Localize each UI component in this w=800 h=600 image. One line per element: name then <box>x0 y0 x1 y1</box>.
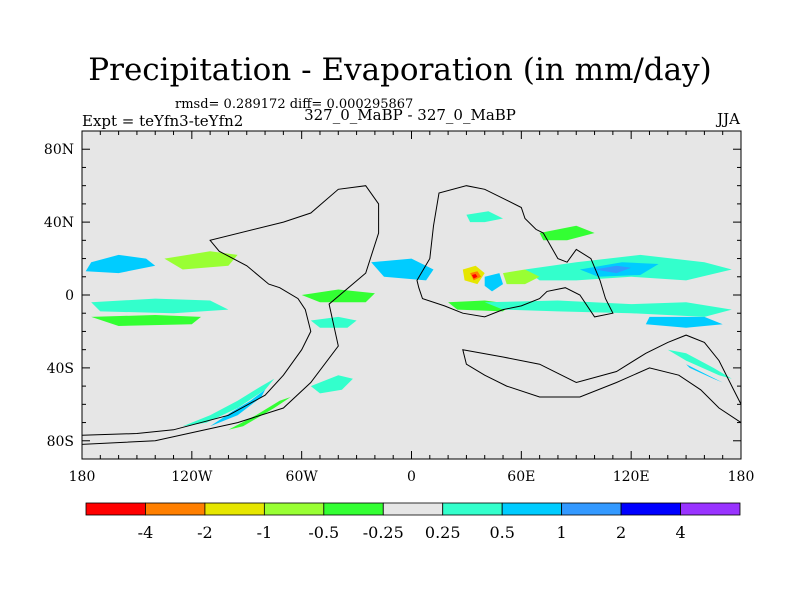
contour-band-south-arc-2 <box>210 389 266 427</box>
colorbar-label: 4 <box>675 523 685 542</box>
y-tick-label: 40N <box>44 215 74 231</box>
colorbar-label: -2 <box>197 523 213 542</box>
colorbar-label: 2 <box>616 523 626 542</box>
colorbar: -4 -2 -1 -0.5 -0.25 0.25 0.5 1 2 4 <box>85 502 741 542</box>
colorbar-swatch <box>680 502 741 516</box>
plot-area <box>81 131 742 459</box>
x-tick-label: 120E <box>613 469 650 485</box>
colorbar-swatch <box>323 502 384 516</box>
stats-line: rmsd= 0.289172 diff= 0.000295867 <box>175 97 414 112</box>
contour-band-central-cyan <box>310 316 357 328</box>
colorbar-label: 1 <box>557 523 567 542</box>
plot-background <box>82 131 741 459</box>
x-tick-label: 60W <box>286 469 319 485</box>
land-boundary-eurasia <box>416 185 614 318</box>
contour-band-central-blue <box>371 258 434 281</box>
x-tick-label: 180 <box>728 469 755 485</box>
x-tick-label: 60E <box>507 469 535 485</box>
colorbar-label: -4 <box>138 523 154 542</box>
colorbar-swatch <box>620 502 681 516</box>
experiment-names: 327_0_MaBP - 327_0_MaBP <box>304 106 516 124</box>
colorbar-swatch <box>382 502 444 516</box>
x-tick-label: 180 <box>69 469 96 485</box>
colorbar-swatch <box>85 502 146 516</box>
contour-band-indian-cyan <box>484 300 732 317</box>
contour-band-south-east-cyan <box>667 349 732 379</box>
colorbar-swatch <box>501 502 563 516</box>
x-tick-label: 0 <box>407 469 416 485</box>
contour-band-monsoon-deep <box>594 265 632 274</box>
colorbar-label: -1 <box>257 523 273 542</box>
contour-band-tropical-west-green <box>91 315 201 326</box>
axes: 180 120W 60W 0 60E 120E 180 80N 40N 0 40S 80S <box>44 130 755 485</box>
colorbar-swatch <box>204 502 265 516</box>
colorbar-label: 0.25 <box>425 523 461 542</box>
colorbar-swatch <box>145 502 206 516</box>
contour-band-north-atlantic <box>85 254 156 274</box>
contour-band-north-east-green <box>539 225 595 241</box>
contour-band-tropical-west <box>91 298 229 314</box>
contour-band-south-mid <box>310 375 353 394</box>
contour-band-equator-blue-east <box>645 316 723 328</box>
chart-title: Precipitation - Evaporation (in mm/day) <box>88 52 712 88</box>
contour-band-south-arc-green <box>228 397 291 430</box>
colorbar-label: -0.25 <box>363 523 404 542</box>
contour-band-africa-blue-ring <box>484 273 503 292</box>
colorbar-swatch <box>442 502 503 516</box>
y-tick-label: 0 <box>65 288 74 304</box>
contour-band-africa-hotspot-red <box>471 274 478 279</box>
contour-band-north-atlantic-green <box>164 251 238 270</box>
y-tick-label: 80S <box>47 434 74 450</box>
y-tick-label: 40S <box>47 361 74 377</box>
colorbar-swatch <box>263 502 325 516</box>
contour-band-arabia-green <box>503 269 540 285</box>
colorbar-label: 0.5 <box>489 523 514 542</box>
x-tick-label: 120W <box>171 469 213 485</box>
season-label: JJA <box>717 110 740 128</box>
experiment-label: Expt = teYfn3-teYfn2 <box>82 112 244 130</box>
y-tick-label: 80N <box>44 142 74 158</box>
colorbar-label: -0.5 <box>308 523 339 542</box>
colorbar-swatch <box>561 502 622 516</box>
contour-band-north-central-cyan <box>466 211 503 223</box>
land-boundary-americas <box>81 185 380 445</box>
